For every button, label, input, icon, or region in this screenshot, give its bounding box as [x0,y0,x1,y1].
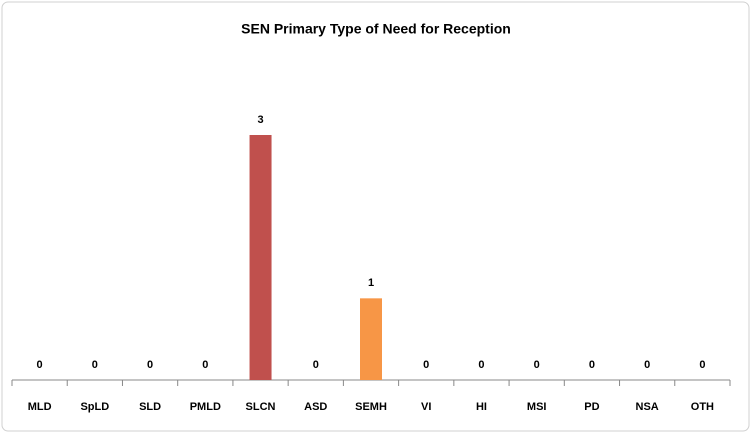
x-tick-label: MSI [527,401,547,413]
data-label: 3 [257,114,263,126]
data-label: 0 [478,359,484,371]
x-tick-label: MLD [28,401,52,413]
x-tick-label: SLCN [246,401,276,413]
data-label: 0 [92,359,98,371]
bar [360,298,382,380]
x-tick-label: VI [421,401,431,413]
bar [249,135,272,380]
x-tick-label: SEMH [355,401,387,413]
data-label: 1 [368,277,374,289]
data-label: 0 [589,359,595,371]
x-tick-label: SLD [139,401,161,413]
data-label: 0 [147,359,153,371]
data-label: 0 [37,359,43,371]
x-tick-label: SpLD [80,401,109,413]
data-label: 0 [534,359,540,371]
x-tick-label: PMLD [190,401,221,413]
data-label: 0 [644,359,650,371]
x-tick-label: PD [584,401,599,413]
data-label: 0 [699,359,705,371]
chart-title: SEN Primary Type of Need for Reception [241,21,511,37]
x-tick-label: HI [476,401,487,413]
data-label: 0 [313,359,319,371]
x-tick-label: ASD [304,401,327,413]
x-tick-label: NSA [636,401,659,413]
data-label: 0 [423,359,429,371]
x-tick-label: OTH [691,401,714,413]
data-label: 0 [202,359,208,371]
